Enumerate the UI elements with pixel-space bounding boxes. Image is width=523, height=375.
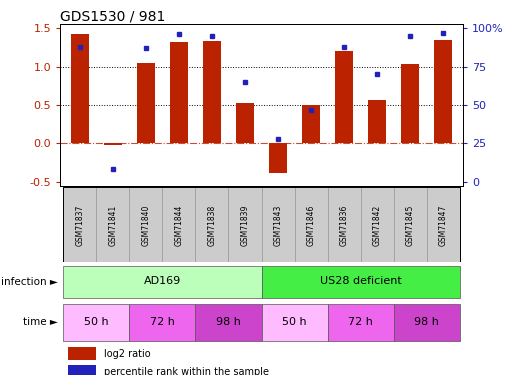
Bar: [137, 63, 155, 143]
Bar: [327, 304, 393, 341]
Text: US28 deficient: US28 deficient: [320, 276, 401, 286]
Bar: [360, 188, 393, 262]
Bar: [262, 188, 294, 262]
Text: GSM71845: GSM71845: [405, 204, 415, 246]
Text: GSM71841: GSM71841: [108, 204, 118, 246]
Text: AD169: AD169: [144, 276, 181, 286]
Text: GSM71842: GSM71842: [372, 204, 382, 246]
Bar: [236, 103, 254, 143]
Bar: [196, 188, 229, 262]
Bar: [302, 105, 320, 143]
Bar: [63, 266, 262, 298]
Bar: [96, 188, 130, 262]
Bar: [327, 188, 360, 262]
Bar: [170, 42, 188, 143]
Bar: [68, 365, 96, 375]
Text: 98 h: 98 h: [216, 316, 241, 327]
Text: GSM71836: GSM71836: [339, 204, 348, 246]
Bar: [427, 188, 460, 262]
Text: GDS1530 / 981: GDS1530 / 981: [60, 9, 165, 23]
Text: 98 h: 98 h: [414, 316, 439, 327]
Text: GSM71846: GSM71846: [306, 204, 315, 246]
Bar: [269, 143, 287, 172]
Text: GSM71840: GSM71840: [141, 204, 151, 246]
Bar: [368, 100, 386, 143]
Bar: [63, 188, 96, 262]
Bar: [163, 188, 196, 262]
Text: GSM71847: GSM71847: [439, 204, 448, 246]
Text: infection ►: infection ►: [1, 277, 58, 287]
Bar: [393, 188, 427, 262]
Bar: [262, 266, 460, 298]
Bar: [63, 304, 130, 341]
Bar: [71, 34, 89, 143]
Text: GSM71843: GSM71843: [274, 204, 282, 246]
Bar: [196, 304, 262, 341]
Bar: [262, 304, 327, 341]
Bar: [401, 64, 419, 143]
Bar: [130, 188, 163, 262]
Text: percentile rank within the sample: percentile rank within the sample: [105, 367, 269, 375]
Bar: [294, 188, 327, 262]
Text: 72 h: 72 h: [150, 316, 175, 327]
Bar: [434, 40, 452, 143]
Text: log2 ratio: log2 ratio: [105, 349, 151, 359]
Text: GSM71844: GSM71844: [175, 204, 184, 246]
Text: time ►: time ►: [22, 318, 58, 327]
Bar: [130, 304, 196, 341]
Bar: [393, 304, 460, 341]
Text: 72 h: 72 h: [348, 316, 373, 327]
Text: 50 h: 50 h: [282, 316, 307, 327]
Bar: [203, 41, 221, 143]
Bar: [335, 51, 353, 143]
Bar: [229, 188, 262, 262]
Bar: [68, 348, 96, 360]
Text: GSM71837: GSM71837: [75, 204, 84, 246]
Bar: [104, 143, 122, 145]
Text: 50 h: 50 h: [84, 316, 109, 327]
Text: GSM71838: GSM71838: [208, 204, 217, 246]
Text: GSM71839: GSM71839: [241, 204, 249, 246]
